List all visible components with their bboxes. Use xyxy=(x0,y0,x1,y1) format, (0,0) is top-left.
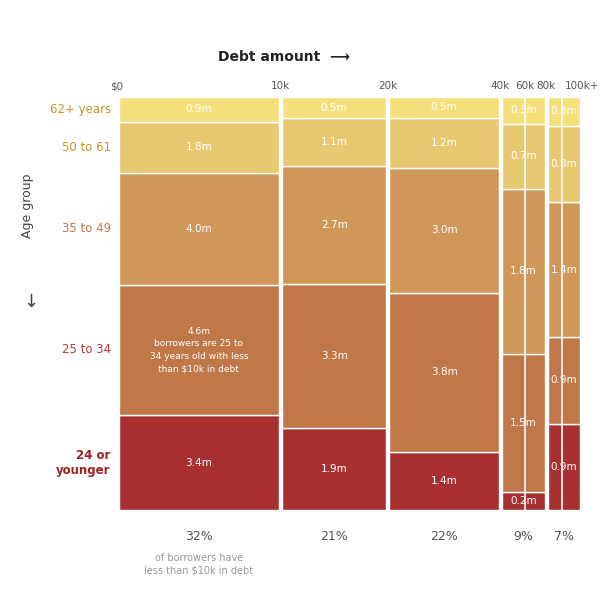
Text: 3.0m: 3.0m xyxy=(431,225,457,236)
FancyBboxPatch shape xyxy=(389,97,499,118)
Text: 0.3m: 0.3m xyxy=(510,106,536,115)
Text: 1.1m: 1.1m xyxy=(321,137,347,147)
Text: 22%: 22% xyxy=(430,530,458,543)
FancyBboxPatch shape xyxy=(548,126,580,202)
Text: 62+ years: 62+ years xyxy=(50,103,111,116)
Text: 80k: 80k xyxy=(536,81,556,91)
Text: 1.4m: 1.4m xyxy=(551,265,577,275)
Text: 60k: 60k xyxy=(515,81,535,91)
Text: 1.2m: 1.2m xyxy=(431,138,457,147)
Text: 0.7m: 0.7m xyxy=(510,152,536,161)
Text: 0.8m: 0.8m xyxy=(551,159,577,169)
Text: 2.7m: 2.7m xyxy=(321,220,347,230)
Text: 0.9m: 0.9m xyxy=(551,376,577,385)
Text: 1.5m: 1.5m xyxy=(510,418,536,428)
Text: 7%: 7% xyxy=(554,530,574,543)
Text: $0: $0 xyxy=(110,81,124,91)
FancyBboxPatch shape xyxy=(548,424,580,510)
FancyBboxPatch shape xyxy=(502,188,545,354)
Text: 1.9m: 1.9m xyxy=(321,464,347,474)
Text: 1.4m: 1.4m xyxy=(431,476,457,486)
FancyBboxPatch shape xyxy=(282,428,386,510)
Text: 3.8m: 3.8m xyxy=(431,367,457,378)
FancyBboxPatch shape xyxy=(389,168,499,293)
Text: 0.5m: 0.5m xyxy=(321,103,347,112)
FancyBboxPatch shape xyxy=(282,97,386,118)
FancyBboxPatch shape xyxy=(502,354,545,492)
FancyBboxPatch shape xyxy=(119,285,279,415)
Text: 50 to 61: 50 to 61 xyxy=(62,141,111,154)
FancyBboxPatch shape xyxy=(502,492,545,510)
FancyBboxPatch shape xyxy=(119,97,279,122)
FancyBboxPatch shape xyxy=(282,166,386,284)
Text: 100k+: 100k+ xyxy=(565,81,599,91)
Text: 1.8m: 1.8m xyxy=(185,143,212,152)
Text: 10k: 10k xyxy=(271,81,290,91)
Text: 9%: 9% xyxy=(513,530,533,543)
FancyBboxPatch shape xyxy=(548,202,580,337)
FancyBboxPatch shape xyxy=(502,97,545,124)
Text: 3.3m: 3.3m xyxy=(321,351,347,361)
Text: 1.8m: 1.8m xyxy=(510,266,536,277)
Text: 0.9m: 0.9m xyxy=(185,104,212,114)
Text: 24 or
younger: 24 or younger xyxy=(56,449,111,477)
Text: 20k: 20k xyxy=(378,81,397,91)
Text: of borrowers have
less than $10k in debt: of borrowers have less than $10k in debt xyxy=(144,553,253,576)
Text: 0.5m: 0.5m xyxy=(431,102,457,112)
Text: 0.3m: 0.3m xyxy=(551,106,577,116)
FancyBboxPatch shape xyxy=(389,118,499,168)
Text: 21%: 21% xyxy=(320,530,348,543)
Text: 3.4m: 3.4m xyxy=(185,458,212,467)
Text: 4.0m: 4.0m xyxy=(185,224,212,234)
FancyBboxPatch shape xyxy=(389,293,499,452)
FancyBboxPatch shape xyxy=(282,284,386,428)
Text: 0.9m: 0.9m xyxy=(551,462,577,472)
FancyBboxPatch shape xyxy=(548,337,580,424)
Text: 32%: 32% xyxy=(185,530,212,543)
Text: 4.6m
borrowers are 25 to
34 years old with less
than $10k in debt: 4.6m borrowers are 25 to 34 years old wi… xyxy=(149,327,248,373)
Text: Age group: Age group xyxy=(20,173,34,237)
Text: Debt amount  ⟶: Debt amount ⟶ xyxy=(218,50,350,64)
FancyBboxPatch shape xyxy=(119,122,279,173)
Text: 40k: 40k xyxy=(491,81,510,91)
FancyBboxPatch shape xyxy=(389,452,499,510)
Text: 0.2m: 0.2m xyxy=(510,496,536,506)
FancyBboxPatch shape xyxy=(548,97,580,126)
FancyBboxPatch shape xyxy=(119,415,279,510)
FancyBboxPatch shape xyxy=(119,173,279,285)
Text: 35 to 49: 35 to 49 xyxy=(62,222,111,236)
FancyBboxPatch shape xyxy=(282,118,386,166)
Text: ↓: ↓ xyxy=(23,293,39,311)
FancyBboxPatch shape xyxy=(502,124,545,188)
Text: 25 to 34: 25 to 34 xyxy=(62,344,111,356)
